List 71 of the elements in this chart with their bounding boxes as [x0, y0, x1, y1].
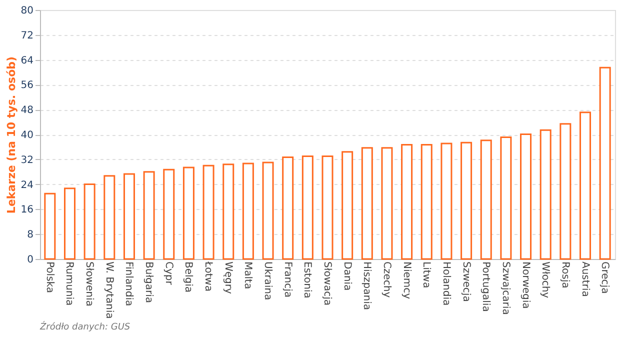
bar — [440, 142, 452, 260]
bar — [44, 192, 56, 260]
bar — [262, 162, 274, 260]
text: Źródło danych: GUS — [39, 320, 130, 332]
x-tick-label: Słowacja — [322, 262, 332, 306]
x-tick-label: Polska — [44, 262, 55, 294]
bar — [322, 156, 334, 260]
bar — [302, 156, 314, 260]
bar — [84, 184, 96, 260]
bar — [580, 112, 592, 260]
x-tick-label: Rosja — [559, 262, 570, 288]
x-tick-label: Grecja — [599, 262, 610, 294]
bar — [361, 147, 373, 260]
x-tick-label: Austria — [579, 262, 590, 297]
bar — [381, 147, 393, 260]
bar — [460, 142, 472, 260]
y-tick-label: 72 — [20, 30, 34, 42]
y-tick-label: 8 — [27, 230, 34, 241]
bar — [202, 164, 214, 260]
bar — [420, 144, 432, 260]
x-tick-label: Norwegia — [520, 262, 531, 309]
x-tick-label: Litwa — [420, 262, 432, 288]
bar — [282, 156, 294, 260]
y-tick-label: 32 — [20, 154, 34, 166]
x-tick-label: Niemcy — [400, 262, 412, 300]
x-tick-label: Włochy — [540, 262, 551, 298]
x-tick-label: Estonia — [302, 262, 313, 298]
x-tick-label: Szwecja — [460, 262, 472, 302]
x-tick-label: W. Brytania — [103, 262, 114, 319]
bar — [182, 166, 194, 260]
x-tick-label: Malta — [242, 262, 254, 290]
x-tick-label: Dania — [341, 262, 352, 291]
x-tick-label: Szwajcaria — [500, 262, 511, 315]
x-tick-label: Słowenia — [84, 262, 95, 306]
x-tick-label: Bułgaria — [143, 262, 154, 304]
x-tick-label: Rumunia — [64, 262, 75, 306]
bar — [480, 140, 492, 260]
x-tick-label: Francja — [282, 262, 293, 298]
y-tick-label: 56 — [20, 80, 34, 92]
bar — [143, 171, 155, 260]
bar — [64, 188, 76, 260]
x-tick-label: Cypr — [162, 262, 174, 286]
y-tick-label: 48 — [20, 105, 34, 116]
bar — [104, 175, 116, 260]
bar — [242, 162, 254, 260]
x-tick-label: Łotwa — [202, 260, 214, 292]
x-tick-label: Czechy — [380, 262, 392, 298]
y-axis-title: Lekarze (na 10 tys. osób) — [4, 56, 18, 214]
bar — [342, 151, 354, 260]
x-tick-label: Belgia — [182, 262, 194, 293]
x-tick-label: Finlandia — [123, 262, 134, 306]
bar — [163, 168, 175, 260]
bar — [520, 133, 532, 260]
bar — [540, 129, 552, 260]
x-tick-label: Hiszpania — [361, 262, 372, 310]
x-tick-label: Węgry — [222, 262, 234, 294]
bar — [599, 66, 611, 260]
y-tick-label: 0 — [27, 254, 34, 266]
bar — [123, 173, 135, 260]
y-tick-label: 80 — [20, 6, 34, 16]
y-tick-label: 64 — [20, 55, 34, 66]
x-tick-label: Ukraina — [262, 262, 274, 300]
bar — [500, 136, 512, 260]
y-tick-label: 16 — [20, 204, 34, 216]
x-tick-label: Portugalia — [480, 262, 492, 312]
x-tick-label: Holandia — [440, 262, 452, 306]
y-tick-label: 40 — [20, 130, 34, 141]
bar — [222, 164, 234, 260]
y-tick-label: 24 — [20, 180, 34, 191]
bar — [401, 144, 413, 260]
bar — [560, 123, 572, 260]
